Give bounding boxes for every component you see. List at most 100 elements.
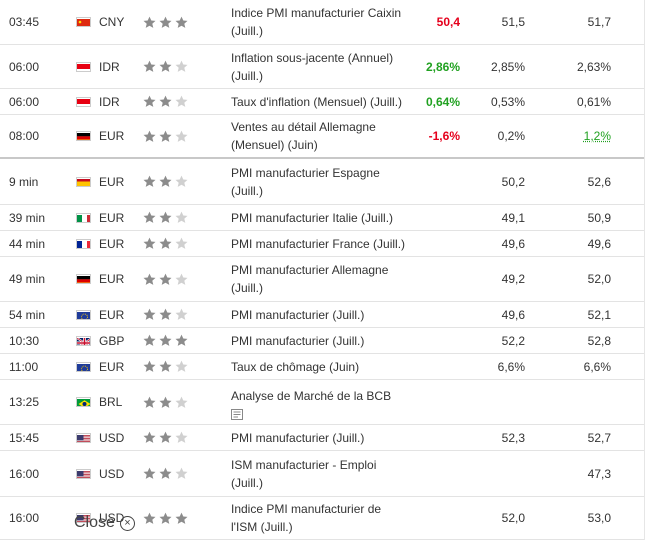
event-time: 16:00 [9,451,69,496]
importance-stars [143,89,195,114]
event-name[interactable]: PMI manufacturier (Juill.) [231,328,411,353]
star-filled-icon [159,467,172,480]
event-name-line: Taux de chômage (Juin) [231,358,359,376]
event-name-line: l'ISM (Juill.) [231,518,293,536]
event-time: 54 min [9,302,69,327]
close-button[interactable]: Close × [74,514,135,532]
fr-flag-icon [76,239,91,249]
star-filled-icon [159,360,172,373]
event-time: 03:45 [9,0,69,44]
star-filled-icon [143,60,156,73]
star-filled-icon [159,175,172,188]
forecast-value: 49,1 [470,205,525,230]
event-name[interactable]: PMI manufacturier Espagne(Juill.) [231,159,411,204]
currency-code: BRL [99,380,139,424]
event-name[interactable]: PMI manufacturier Italie (Juill.) [231,205,411,230]
event-time: 13:25 [9,380,69,424]
event-name[interactable]: Indice PMI manufacturier Caixin(Juill.) [231,0,411,44]
forecast-value: 0,53% [470,89,525,114]
calendar-row[interactable]: 03:45 CNY Indice PMI manufacturier Caixin(… [0,0,644,45]
report-detail-icon[interactable] [231,407,243,418]
forecast-value: 52,0 [470,497,525,539]
star-empty-icon [175,431,188,444]
event-name[interactable]: PMI manufacturier France (Juill.) [231,231,411,256]
event-name[interactable]: Inflation sous-jacente (Annuel)(Juill.) [231,45,411,88]
forecast-value: 2,85% [470,45,525,88]
currency-code: EUR [99,159,139,204]
event-name[interactable]: PMI manufacturier (Juill.) [231,425,411,450]
forecast-value: 6,6% [470,354,525,379]
previous-value: 50,9 [555,205,611,230]
forecast-value: 49,6 [470,231,525,256]
star-filled-icon [143,175,156,188]
de-flag-icon [76,274,91,284]
previous-value: 52,8 [555,328,611,353]
event-time: 15:45 [9,425,69,450]
actual-value [410,257,460,301]
cn-flag-icon [76,17,91,27]
es-flag-icon [76,177,91,187]
event-name[interactable]: Taux d'inflation (Mensuel) (Juill.) [231,89,411,114]
star-empty-icon [175,60,188,73]
event-name[interactable]: Ventes au détail Allemagne(Mensuel) (Jui… [231,115,411,157]
star-filled-icon [143,16,156,29]
star-empty-icon [175,237,188,250]
event-name[interactable]: Analyse de Marché de la BCB [231,380,411,424]
star-empty-icon [175,95,188,108]
event-name[interactable]: Taux de chômage (Juin) [231,354,411,379]
importance-stars [143,451,195,496]
actual-value [410,231,460,256]
star-filled-icon [159,16,172,29]
event-name-line: (Juill.) [231,67,263,85]
actual-value [410,425,460,450]
star-empty-icon [175,130,188,143]
event-name[interactable]: PMI manufacturier (Juill.) [231,302,411,327]
event-name-line: PMI manufacturier (Juill.) [231,429,364,447]
previous-value: 6,6% [555,354,611,379]
currency-code: CNY [99,0,139,44]
importance-stars [143,159,195,204]
currency-code: EUR [99,231,139,256]
importance-stars [143,380,195,424]
event-name[interactable]: ISM manufacturier - Emploi(Juill.) [231,451,411,496]
forecast-value: 0,2% [470,115,525,157]
event-time: 49 min [9,257,69,301]
event-name-line: ISM manufacturier - Emploi [231,456,376,474]
star-filled-icon [159,431,172,444]
star-filled-icon [175,16,188,29]
close-icon[interactable]: × [120,516,135,531]
star-filled-icon [143,130,156,143]
star-filled-icon [159,308,172,321]
previous-value: 49,6 [555,231,611,256]
star-filled-icon [143,360,156,373]
actual-value [410,328,460,353]
star-filled-icon [159,396,172,409]
de-flag-icon [76,131,91,141]
us-flag-icon [76,433,91,443]
event-name-line: Analyse de Marché de la BCB [231,387,391,405]
star-filled-icon [175,334,188,347]
event-name[interactable]: PMI manufacturier Allemagne(Juill.) [231,257,411,301]
event-time: 06:00 [9,89,69,114]
star-filled-icon [143,95,156,108]
event-time: 06:00 [9,45,69,88]
previous-value: 51,7 [555,0,611,44]
star-filled-icon [159,273,172,286]
previous-value: 2,63% [555,45,611,88]
calendar-row[interactable]: 13:25 BRL Analyse de Marché de la BCB [0,380,644,425]
star-filled-icon [143,308,156,321]
event-name-line: PMI manufacturier France (Juill.) [231,235,405,253]
